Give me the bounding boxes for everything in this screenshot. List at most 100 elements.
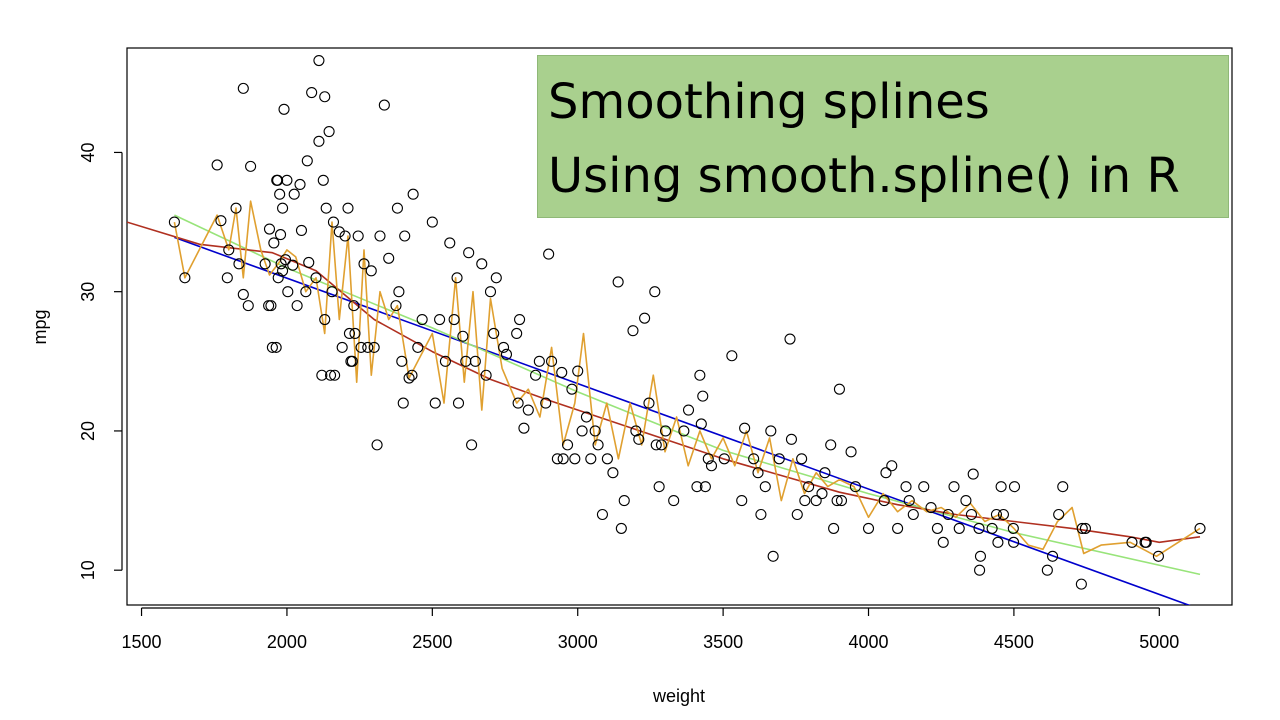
data-point xyxy=(566,383,578,395)
data-point xyxy=(572,365,584,377)
data-point xyxy=(396,355,408,367)
data-point xyxy=(752,467,764,479)
data-point xyxy=(974,550,987,562)
data-point xyxy=(259,258,271,270)
data-point xyxy=(317,174,329,186)
data-point xyxy=(390,300,402,312)
data-point xyxy=(592,439,604,451)
y-tick-label: 10 xyxy=(78,560,98,580)
data-point xyxy=(903,495,915,507)
data-point xyxy=(466,439,478,451)
data-point xyxy=(179,272,191,284)
data-point xyxy=(1057,481,1069,493)
data-point xyxy=(277,265,289,277)
data-point xyxy=(791,508,803,521)
data-point xyxy=(444,237,456,249)
data-point xyxy=(522,404,534,416)
data-point xyxy=(767,550,779,562)
y-tick-label: 40 xyxy=(78,142,98,162)
data-point xyxy=(736,495,748,507)
data-point xyxy=(480,369,492,381)
data-point xyxy=(543,248,555,260)
fit-line xyxy=(174,236,1191,605)
data-point xyxy=(835,495,848,507)
data-point xyxy=(349,327,361,340)
data-point xyxy=(695,418,707,430)
x-tick-label: 4000 xyxy=(848,632,888,652)
data-point xyxy=(589,425,601,437)
data-point xyxy=(828,522,840,534)
data-point xyxy=(974,564,986,576)
data-point xyxy=(892,522,904,534)
data-point xyxy=(268,237,280,249)
data-point xyxy=(266,341,278,353)
data-point xyxy=(650,439,662,451)
data-point xyxy=(463,247,475,259)
data-point xyxy=(319,91,331,103)
data-point xyxy=(320,202,332,214)
title-box: Smoothing splines Using smooth.spline() … xyxy=(537,55,1229,218)
data-point xyxy=(831,495,843,507)
data-point xyxy=(627,325,639,337)
data-point xyxy=(880,467,892,479)
data-point xyxy=(397,397,409,409)
data-point xyxy=(368,341,380,353)
data-point xyxy=(694,369,706,381)
data-point xyxy=(333,226,345,238)
data-point xyxy=(630,425,642,437)
data-point xyxy=(371,439,383,451)
x-tick-label: 5000 xyxy=(1139,632,1179,652)
data-point xyxy=(965,508,978,521)
data-point xyxy=(294,178,306,191)
data-point xyxy=(653,481,665,493)
x-tick-label: 3000 xyxy=(558,632,598,652)
x-tick-label: 1500 xyxy=(122,632,162,652)
data-point xyxy=(1008,536,1020,548)
data-point xyxy=(596,508,608,521)
data-point xyxy=(925,501,937,514)
data-point xyxy=(343,327,356,340)
data-point xyxy=(1075,578,1087,590)
data-point xyxy=(500,348,513,360)
data-point xyxy=(407,188,419,200)
data-point xyxy=(291,300,303,312)
data-point xyxy=(325,369,337,381)
data-point xyxy=(498,341,510,353)
data-point xyxy=(378,99,390,111)
data-point xyxy=(1008,481,1021,493)
data-point xyxy=(237,82,249,94)
data-point xyxy=(718,453,730,465)
x-axis-label: weight xyxy=(652,686,705,706)
data-point xyxy=(784,333,796,345)
data-point xyxy=(615,522,627,534)
data-point xyxy=(412,341,424,353)
data-point xyxy=(845,446,857,458)
data-point xyxy=(278,103,290,115)
data-point xyxy=(995,481,1007,493)
data-point xyxy=(755,508,767,521)
fit-lines xyxy=(127,200,1201,605)
data-point xyxy=(530,369,542,381)
data-point xyxy=(288,188,300,200)
data-point xyxy=(799,495,811,507)
y-tick-label: 30 xyxy=(78,282,98,302)
data-point xyxy=(556,366,568,379)
data-point xyxy=(886,460,898,472)
data-point xyxy=(1076,522,1088,534)
data-point xyxy=(699,481,711,493)
data-point xyxy=(561,439,574,451)
data-point xyxy=(242,300,254,312)
data-point xyxy=(691,481,703,493)
x-tick-label: 3500 xyxy=(703,632,743,652)
data-point xyxy=(557,453,569,465)
data-point xyxy=(230,202,242,214)
data-point xyxy=(655,439,668,451)
data-point xyxy=(773,453,785,465)
x-tick-label: 2000 xyxy=(267,632,307,652)
data-point xyxy=(295,224,308,236)
data-point xyxy=(682,404,695,416)
fit-line xyxy=(173,200,1201,558)
data-point xyxy=(607,467,619,479)
data-point xyxy=(223,244,235,256)
